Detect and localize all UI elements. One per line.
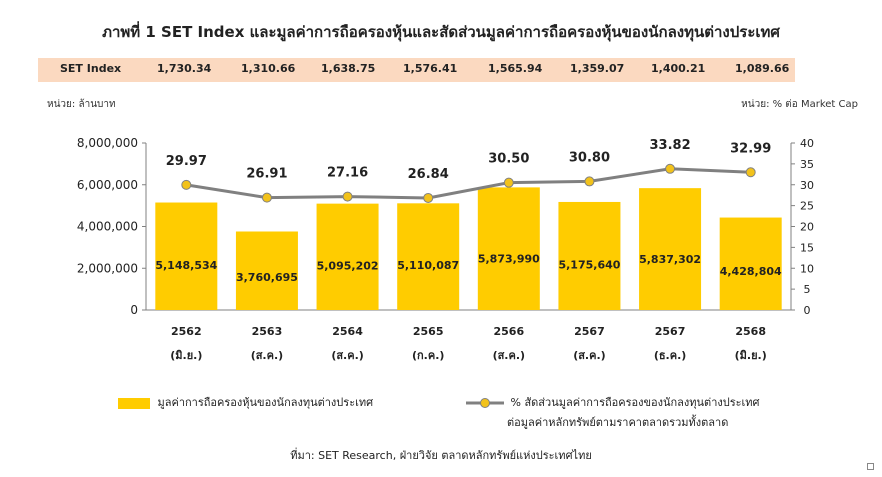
y-right-tick-label: 0 — [804, 304, 811, 317]
combo-chart: 0 2,000,000 4,000,000 6,000,000 8,000,000 0 5 1… — [77, 136, 814, 362]
bar — [235, 231, 298, 310]
x-category-label: 2565 — [413, 325, 444, 338]
bar-data-label: 3,760,695 — [236, 271, 298, 284]
ratio-point — [584, 176, 595, 187]
set-index-value: 1,400.21 — [651, 62, 706, 75]
x-category-label: 2563 — [252, 325, 283, 338]
chart-title: ภาพที่ 1 SET Index และมูลค่าการถือครองหุ… — [102, 23, 780, 41]
x-category-sublabel: (ส.ค.) — [573, 349, 605, 362]
source-note: ที่มา: SET Research, ฝ่ายวิจัย ตลาดหลักท… — [290, 449, 592, 462]
ratio-data-label: 30.50 — [488, 152, 529, 167]
x-category-sublabel: (ส.ค.) — [493, 349, 525, 362]
bar — [397, 203, 460, 310]
y-right-tick-label: 40 — [800, 137, 814, 150]
ratio-point — [342, 191, 353, 202]
bar-data-label: 5,110,087 — [397, 259, 459, 272]
y-left-tick-label: 4,000,000 — [77, 220, 138, 234]
set-index-value: 1,730.34 — [157, 62, 212, 75]
x-category-sublabel: (ก.ค.) — [412, 349, 444, 362]
x-category-label: 2562 — [171, 325, 202, 338]
bar-data-label: 4,428,804 — [720, 265, 782, 278]
ratio-point — [665, 163, 676, 174]
legend-line-label: % สัดส่วนมูลค่าการถือครองของนักลงทุนต่าง… — [510, 396, 760, 409]
x-category-sublabel: (ส.ค.) — [251, 349, 283, 362]
y-right-tick-label: 10 — [800, 262, 814, 275]
set-index-value: 1,089.66 — [735, 62, 790, 75]
y-right-tick-label: 25 — [800, 200, 814, 213]
legend-line-entry: % สัดส่วนมูลค่าการถือครองของนักลงทุนต่าง… — [465, 393, 760, 411]
set-index-value: 1,310.66 — [241, 62, 296, 75]
legend-line-swatch — [466, 398, 504, 408]
bar — [558, 201, 621, 310]
bar — [639, 188, 702, 310]
bar — [477, 187, 540, 310]
bar-data-label: 5,873,990 — [478, 252, 540, 265]
legend-line-label-cont: ต่อมูลค่าหลักทรัพย์ตามราคาตลาดรวมทั้งตลา… — [507, 416, 729, 429]
x-category-label: 2567 — [574, 325, 605, 338]
y-left-tick-label: 0 — [130, 303, 138, 317]
x-category-label: 2567 — [655, 325, 686, 338]
ratio-data-label: 32.99 — [730, 141, 771, 156]
bar-data-label: 5,095,202 — [317, 259, 379, 272]
ratio-point — [503, 177, 514, 188]
bar-data-label: 5,837,302 — [639, 253, 701, 266]
x-category-label: 2566 — [494, 325, 525, 338]
bar-data-label: 5,148,534 — [155, 259, 217, 272]
x-category-sublabel: (มิ.ย.) — [735, 349, 767, 362]
y-left-tick-label: 8,000,000 — [77, 136, 138, 150]
set-index-label: SET Index — [60, 62, 122, 75]
ratio-data-label: 26.91 — [246, 167, 287, 182]
set-index-value: 1,565.94 — [488, 62, 543, 75]
y-right-tick-label: 30 — [800, 179, 814, 192]
legend-bar-swatch — [118, 397, 150, 409]
ratio-point — [745, 167, 756, 178]
ratio-data-label: 26.84 — [408, 167, 449, 182]
y-left-tick-label: 2,000,000 — [77, 261, 138, 275]
y-right-tick-label: 20 — [800, 221, 814, 234]
x-category-sublabel: (ส.ค.) — [331, 349, 363, 362]
set-index-value: 1,359.07 — [570, 62, 625, 75]
ratio-data-label: 29.97 — [166, 154, 207, 169]
legend-bar-entry: มูลค่าการถือครองหุ้นของนักลงทุนต่างประเท… — [118, 393, 373, 411]
x-category-sublabel: (มิ.ย.) — [170, 349, 202, 362]
x-category-sublabel: (ธ.ค.) — [654, 349, 686, 362]
ratio-point — [423, 192, 434, 203]
left-axis-unit: หน่วย: ล้านบาท — [47, 99, 116, 110]
y-left-tick-label: 6,000,000 — [77, 178, 138, 192]
x-category-label: 2564 — [332, 325, 363, 338]
bar-data-label: 5,175,640 — [558, 259, 620, 272]
set-index-value: 1,576.41 — [403, 62, 458, 75]
y-right-tick-label: 5 — [804, 283, 811, 296]
corner-marker — [867, 463, 874, 470]
ratio-point — [181, 179, 192, 190]
set-index-value: 1,638.75 — [321, 62, 376, 75]
ratio-line — [186, 167, 751, 200]
legend-bar-label: มูลค่าการถือครองหุ้นของนักลงทุนต่างประเท… — [157, 396, 374, 409]
set-index-row: SET Index 1,730.34 1,310.66 1,638.75 1,5… — [38, 58, 795, 82]
ratio-data-label: 30.80 — [569, 150, 610, 165]
x-category-label: 2568 — [735, 325, 766, 338]
ratio-point — [261, 192, 272, 203]
bar — [316, 203, 379, 310]
ratio-data-label: 33.82 — [650, 138, 691, 153]
right-axis-unit: หน่วย: % ต่อ Market Cap — [741, 99, 858, 110]
ratio-data-label: 27.16 — [327, 166, 368, 181]
bar — [719, 217, 782, 310]
y-right-tick-label: 35 — [800, 158, 814, 171]
y-right-tick-label: 15 — [800, 241, 814, 254]
bar — [155, 202, 218, 310]
